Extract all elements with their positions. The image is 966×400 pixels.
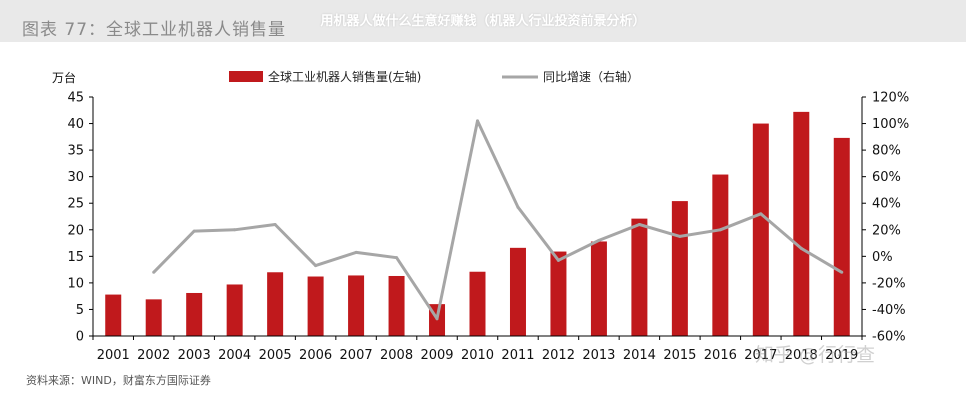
growth-point [233,228,237,232]
x-tick-label: 2007 [340,348,373,363]
bar [348,275,365,336]
growth-line [152,119,843,321]
growth-point [435,317,439,321]
x-tick-label: 2009 [420,348,453,363]
growth-point [476,119,479,123]
x-tick-label: 2011 [501,348,534,363]
bar [671,201,688,336]
right-tick-label: 40% [872,197,901,212]
x-tick-label: 2004 [218,348,251,363]
left-tick-label: 30 [67,170,84,185]
bar [712,174,729,336]
growth-point [840,270,844,274]
bar [226,284,243,336]
line-series [152,119,844,321]
left-tick-label: 0 [76,330,84,345]
x-tick-label: 2001 [97,348,130,363]
x-tick-label: 2018 [785,348,818,363]
x-tick-label: 2016 [704,348,737,363]
left-tick-label: 25 [67,197,84,212]
x-tick-label: 2012 [542,348,575,363]
left-axis: 0 5 10 15 20 25 30 35 40 45 [67,91,94,345]
growth-point [395,256,399,260]
right-tick-label: 100% [872,117,909,132]
right-tick-label: -20% [872,276,906,291]
x-tick-label: 2017 [744,348,777,363]
source-note: 资料来源：WIND，财富东方国际证券 [26,374,211,387]
growth-point [516,205,520,209]
bar [307,276,324,336]
growth-point [192,229,196,233]
x-tick-label: 2003 [178,348,211,363]
bar [752,123,769,336]
x-tick-label: 2008 [380,348,413,363]
bar [267,272,284,336]
legend: 全球工业机器人销售量(左轴) 同比增速（右轴） [229,69,639,84]
growth-point [759,212,763,216]
left-tick-label: 45 [67,91,84,106]
bar [186,292,203,336]
right-tick-label: -40% [872,303,906,318]
growth-point [273,222,277,226]
bar [550,251,567,336]
right-tick-label: -60% [872,330,906,345]
legend-line-label: 同比增速（右轴） [543,69,639,84]
x-tick-label: 2019 [825,348,858,363]
growth-point [314,264,318,268]
article-title: 用机器人做什么生意好赚钱（机器人行业投资前景分析） [320,14,646,29]
growth-point [718,228,722,232]
left-axis-unit: 万台 [52,70,76,85]
bar [631,218,648,336]
right-axis: -60% -40% -20% 0% 20% 40% 60% 80% 100% 120% [861,91,909,345]
bar [388,275,405,336]
x-tick-label: 2002 [137,348,170,363]
right-tick-label: 0% [872,250,893,265]
legend-bar-label: 全球工业机器人销售量(左轴) [268,69,421,84]
bar-series [105,111,850,336]
bar [590,241,607,336]
left-tick-label: 10 [67,276,84,291]
left-tick-label: 20 [67,223,84,238]
figure-title: 图表 77：全球工业机器人销售量 [22,20,287,40]
legend-bar-swatch [229,71,263,82]
x-axis: 2001 2002 2003 2004 2005 2006 2007 2008 2009 2010… [92,335,863,363]
growth-point [597,238,601,242]
bar [793,111,810,336]
bar [105,294,122,336]
growth-point [799,246,803,250]
growth-point [637,222,641,226]
left-tick-label: 15 [67,250,84,265]
watermark: 知乎 @行行查 [755,344,876,366]
bar [469,271,486,336]
right-tick-label: 60% [872,170,901,185]
right-tick-label: 80% [872,144,901,159]
right-tick-label: 120% [872,91,909,106]
title-band [0,0,966,42]
growth-point [354,250,358,254]
x-tick-label: 2014 [623,348,656,363]
left-tick-label: 5 [76,303,84,318]
bar [145,299,162,336]
right-tick-label: 20% [872,223,901,238]
x-tick-label: 2006 [299,348,332,363]
x-tick-label: 2013 [582,348,615,363]
left-tick-label: 35 [67,144,84,159]
left-tick-label: 40 [67,117,84,132]
x-tick-label: 2010 [461,348,494,363]
growth-point [556,258,560,262]
bar [833,137,850,336]
bar [509,247,526,336]
x-tick-label: 2005 [259,348,292,363]
growth-point [152,270,156,274]
x-tick-label: 2015 [663,348,696,363]
growth-point [678,234,682,238]
